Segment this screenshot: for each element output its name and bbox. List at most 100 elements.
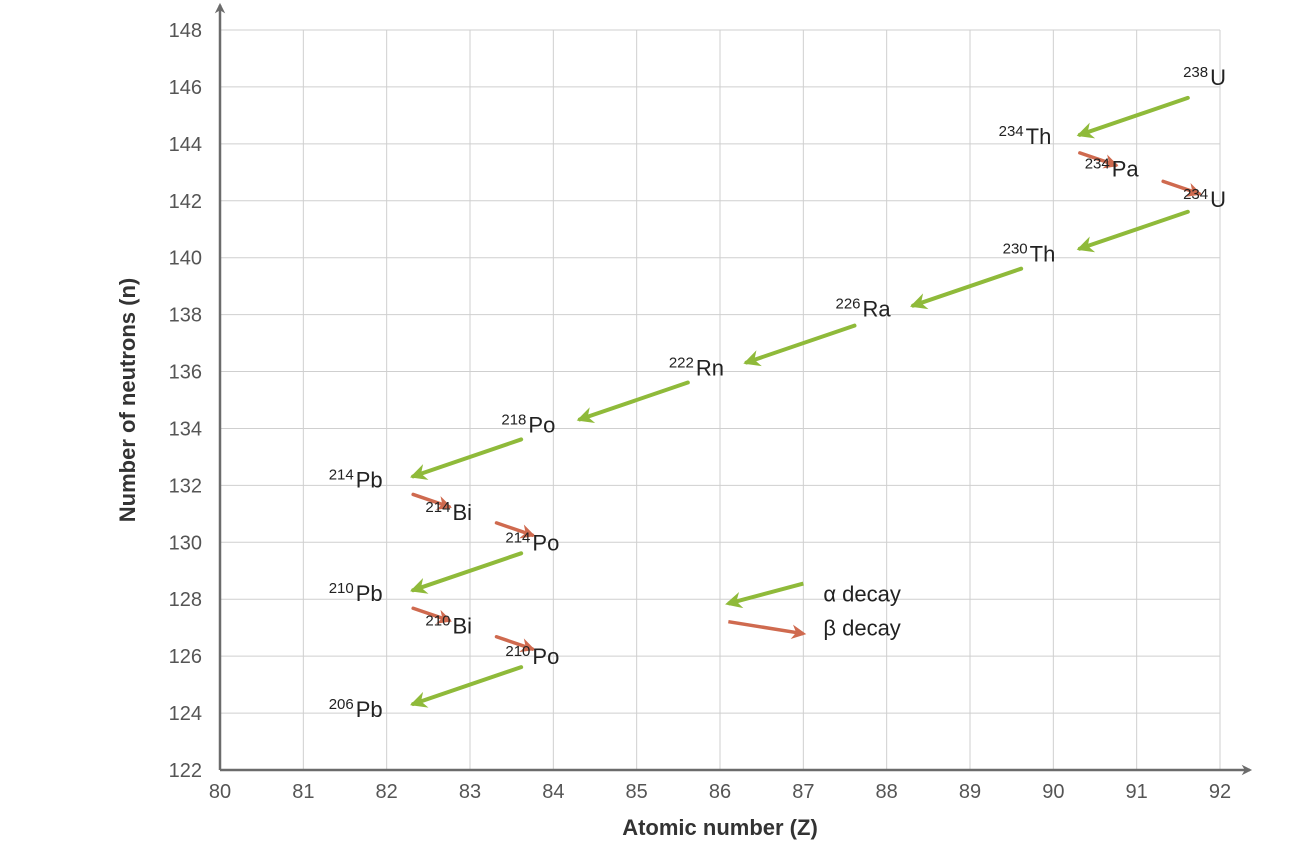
isotope-mass: 210 <box>329 580 354 597</box>
x-tick-label: 81 <box>292 781 314 803</box>
legend-beta-arrow-icon <box>728 622 803 634</box>
axes: 8081828384858687888990919212212412612813… <box>169 5 1250 803</box>
decay-arrow-alpha <box>1080 212 1188 249</box>
isotope-labels: 238U234Th234Pa234U230Th226Ra222Rn218Po21… <box>329 64 1226 722</box>
isotope-symbol: Pa <box>1112 156 1140 181</box>
legend-alpha-label: α decay <box>823 582 901 607</box>
x-tick-label: 89 <box>959 781 981 803</box>
legend: α decayβ decay <box>728 582 901 641</box>
isotope-mass: 222 <box>669 355 694 372</box>
isotope-symbol: Bi <box>452 614 472 639</box>
svg-text:210Po: 210Po <box>505 643 559 669</box>
isotope-mass: 218 <box>501 411 526 428</box>
decay-arrow-alpha <box>1080 98 1188 135</box>
x-axis-label: Atomic number (Z) <box>622 815 818 840</box>
isotope-u234: 234U <box>1183 186 1226 212</box>
legend-alpha-arrow-icon <box>728 584 803 604</box>
isotope-symbol: Po <box>532 644 559 669</box>
isotope-mass: 226 <box>836 296 861 313</box>
x-tick-label: 92 <box>1209 781 1231 803</box>
isotope-pb210: 210Pb <box>329 580 383 606</box>
svg-text:218Po: 218Po <box>501 411 555 437</box>
isotope-symbol: Pb <box>356 697 383 722</box>
svg-text:210Bi: 210Bi <box>425 613 472 639</box>
svg-text:222Rn: 222Rn <box>669 355 724 381</box>
y-axis-label: Number of neutrons (n) <box>115 278 140 522</box>
isotope-po210: 210Po <box>505 643 559 669</box>
grid <box>220 30 1220 770</box>
svg-text:226Ra: 226Ra <box>836 296 892 322</box>
isotope-symbol: U <box>1210 65 1226 90</box>
isotope-mass: 214 <box>505 529 530 546</box>
svg-text:206Pb: 206Pb <box>329 696 383 722</box>
isotope-symbol: Po <box>532 530 559 555</box>
y-tick-label: 136 <box>169 362 202 384</box>
svg-text:210Pb: 210Pb <box>329 580 383 606</box>
svg-text:230Th: 230Th <box>1003 241 1056 267</box>
svg-text:238U: 238U <box>1183 64 1226 90</box>
decay-arrow-alpha <box>413 667 521 704</box>
y-tick-label: 140 <box>169 248 202 270</box>
isotope-symbol: Pb <box>356 581 383 606</box>
isotope-mass: 234 <box>1085 155 1110 172</box>
y-tick-label: 124 <box>169 703 202 725</box>
y-tick-label: 130 <box>169 532 202 554</box>
isotope-pb214: 214Pb <box>329 466 383 492</box>
decay-arrow-alpha <box>746 326 854 363</box>
y-tick-label: 142 <box>169 191 202 213</box>
svg-text:214Bi: 214Bi <box>425 499 472 525</box>
isotope-mass: 206 <box>329 696 354 713</box>
isotope-symbol: Rn <box>696 356 724 381</box>
isotope-th234: 234Th <box>999 123 1052 149</box>
x-tick-label: 90 <box>1042 781 1064 803</box>
isotope-po218: 218Po <box>501 411 555 437</box>
isotope-mass: 210 <box>425 613 450 630</box>
decay-arrows <box>413 98 1199 704</box>
isotope-mass: 230 <box>1003 241 1028 258</box>
x-tick-label: 84 <box>542 781 564 803</box>
isotope-symbol: Bi <box>452 500 472 525</box>
isotope-rn222: 222Rn <box>669 355 724 381</box>
x-tick-label: 85 <box>626 781 648 803</box>
x-tick-label: 88 <box>876 781 898 803</box>
svg-text:234Pa: 234Pa <box>1085 155 1140 181</box>
x-tick-label: 80 <box>209 781 231 803</box>
y-tick-label: 128 <box>169 589 202 611</box>
isotope-mass: 234 <box>1183 186 1208 203</box>
svg-text:234U: 234U <box>1183 186 1226 212</box>
isotope-bi214: 214Bi <box>425 499 472 525</box>
y-tick-label: 122 <box>169 760 202 782</box>
isotope-symbol: Po <box>528 412 555 437</box>
isotope-bi210: 210Bi <box>425 613 472 639</box>
isotope-pb206: 206Pb <box>329 696 383 722</box>
svg-text:214Pb: 214Pb <box>329 466 383 492</box>
isotope-mass: 214 <box>329 466 354 483</box>
isotope-symbol: Ra <box>863 297 892 322</box>
svg-text:234Th: 234Th <box>999 123 1052 149</box>
isotope-mass: 214 <box>425 499 450 516</box>
isotope-u238: 238U <box>1183 64 1226 90</box>
isotope-mass: 210 <box>505 643 530 660</box>
decay-arrow-alpha <box>413 439 521 476</box>
x-tick-label: 91 <box>1126 781 1148 803</box>
y-tick-label: 126 <box>169 646 202 668</box>
isotope-pa234: 234Pa <box>1085 155 1140 181</box>
isotope-symbol: U <box>1210 187 1226 212</box>
isotope-symbol: Pb <box>356 467 383 492</box>
y-tick-label: 148 <box>169 20 202 42</box>
y-tick-label: 146 <box>169 77 202 99</box>
y-tick-label: 132 <box>169 475 202 497</box>
isotope-th230: 230Th <box>1003 241 1056 267</box>
decay-series-chart: 8081828384858687888990919212212412612813… <box>0 0 1300 856</box>
x-tick-label: 87 <box>792 781 814 803</box>
isotope-po214: 214Po <box>505 529 559 555</box>
isotope-mass: 238 <box>1183 64 1208 81</box>
decay-arrow-alpha <box>580 383 688 420</box>
isotope-symbol: Th <box>1030 242 1056 267</box>
y-tick-label: 144 <box>169 134 202 156</box>
x-tick-label: 83 <box>459 781 481 803</box>
decay-arrow-alpha <box>913 269 1021 306</box>
chart-svg: 8081828384858687888990919212212412612813… <box>0 0 1300 856</box>
y-tick-label: 138 <box>169 305 202 327</box>
y-tick-label: 134 <box>169 418 202 440</box>
